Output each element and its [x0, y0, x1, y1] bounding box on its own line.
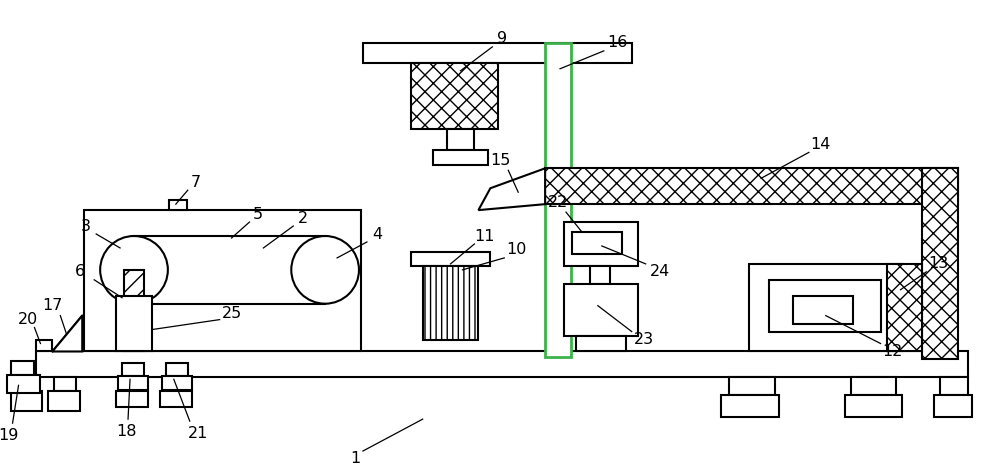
Bar — [590, 266, 610, 284]
Bar — [749, 264, 902, 351]
Text: 5: 5 — [252, 207, 262, 222]
Bar — [411, 252, 490, 266]
Bar — [122, 364, 144, 376]
Circle shape — [100, 236, 168, 304]
Text: 15: 15 — [490, 153, 511, 168]
Text: 6: 6 — [75, 264, 85, 279]
Bar — [564, 222, 638, 266]
Bar — [118, 376, 148, 390]
Text: 4: 4 — [372, 227, 382, 242]
Text: 21: 21 — [188, 426, 208, 441]
Polygon shape — [478, 168, 545, 210]
Bar — [160, 391, 192, 407]
Text: 24: 24 — [649, 264, 670, 279]
Bar — [433, 150, 488, 165]
Bar — [887, 264, 922, 351]
Bar — [7, 375, 40, 393]
Text: 13: 13 — [928, 256, 948, 272]
Bar — [363, 43, 632, 63]
Bar — [793, 296, 853, 324]
Bar — [84, 210, 361, 351]
Bar — [721, 395, 779, 417]
Bar — [116, 391, 148, 407]
Bar — [729, 377, 775, 395]
Bar — [922, 168, 958, 359]
Text: 18: 18 — [116, 424, 136, 438]
Text: 17: 17 — [42, 298, 63, 313]
Text: 9: 9 — [497, 31, 507, 46]
Bar — [11, 361, 34, 375]
Bar — [940, 377, 968, 395]
Text: 10: 10 — [506, 242, 526, 257]
Bar — [36, 339, 52, 351]
Bar — [564, 284, 638, 336]
Text: 16: 16 — [608, 36, 628, 50]
Text: 7: 7 — [191, 175, 201, 190]
Text: 11: 11 — [474, 228, 495, 244]
Bar — [576, 336, 626, 351]
Bar — [36, 351, 968, 377]
Text: 25: 25 — [221, 306, 242, 321]
Text: 22: 22 — [548, 195, 568, 210]
Bar — [166, 377, 188, 391]
Bar — [411, 63, 498, 128]
Bar — [48, 391, 80, 411]
Text: 3: 3 — [81, 219, 91, 234]
Text: 2: 2 — [298, 210, 308, 226]
Text: 19: 19 — [0, 428, 19, 443]
Text: 23: 23 — [634, 332, 654, 347]
Bar — [169, 200, 187, 210]
Bar — [934, 395, 972, 417]
Bar — [769, 280, 881, 331]
Bar — [15, 377, 38, 391]
Bar — [11, 391, 42, 411]
Bar — [545, 168, 958, 204]
Text: 20: 20 — [18, 312, 39, 327]
Bar — [545, 43, 571, 357]
Bar — [447, 128, 474, 150]
Bar — [166, 364, 188, 376]
Bar — [845, 395, 902, 417]
Bar — [124, 270, 144, 351]
Bar — [162, 376, 192, 390]
Bar — [116, 296, 152, 351]
Text: 1: 1 — [350, 451, 360, 466]
Bar — [572, 232, 622, 254]
Text: 12: 12 — [882, 344, 903, 359]
Bar — [122, 377, 144, 391]
Bar — [851, 377, 896, 395]
Circle shape — [291, 236, 359, 304]
Polygon shape — [52, 316, 82, 351]
Text: 14: 14 — [811, 137, 831, 152]
Bar — [54, 377, 76, 391]
Bar — [423, 266, 478, 339]
